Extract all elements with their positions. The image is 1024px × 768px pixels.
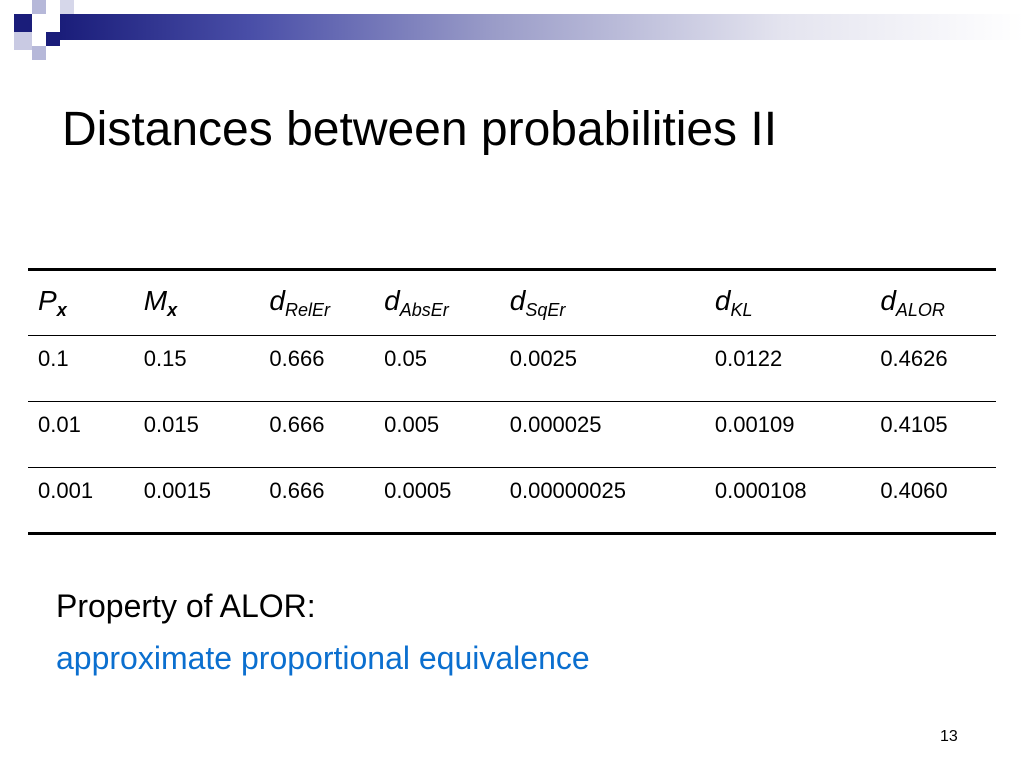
table-cell: 0.15	[133, 335, 260, 402]
header-mx: Mx	[133, 269, 260, 336]
table-cell: 0.0005	[384, 478, 452, 503]
header-d-abserr: dAbsEr	[374, 269, 500, 336]
table-cell: 0.666	[259, 401, 375, 468]
header-d-relerr: dRelEr	[259, 269, 375, 336]
property-value: approximate proportional equivalence	[56, 640, 590, 676]
table-row: 0.01 0.015 0.666 0.005 0.000025 0.00109 …	[28, 401, 996, 468]
table-cell: 0.015	[133, 401, 260, 468]
table-cell: 0.666	[259, 335, 375, 402]
property-label: Property of ALOR:	[56, 588, 316, 624]
table-header-row: Px Mx dRelEr dAbsEr dSqEr dKL dALOR	[28, 269, 996, 336]
table-cell: 0.00000025	[509, 478, 626, 503]
table-cell: 0.0015	[143, 478, 212, 503]
table-cell: 0.000025	[499, 401, 705, 468]
decor-square-dark-2	[46, 32, 60, 46]
table-cell: 0.1	[28, 335, 134, 402]
header-px: Px	[28, 269, 134, 336]
table-cell: 0.4626	[870, 335, 996, 402]
header-d-kl: dKL	[704, 269, 871, 336]
distances-table: Px Mx dRelEr dAbsEr dSqEr dKL dALOR 0.1 …	[28, 268, 996, 535]
decor-square-dark-1	[14, 14, 32, 32]
header-d-sqerr: dSqEr	[499, 269, 705, 336]
table-cell: 0.00109	[704, 401, 871, 468]
page-number: 13	[940, 728, 958, 745]
decor-square-light-4	[32, 46, 46, 60]
decor-title-bar	[60, 14, 1024, 40]
table-cell: 0.000108	[714, 478, 807, 503]
table-row: 0.1 0.15 0.666 0.05 0.0025 0.0122 0.4626	[28, 335, 996, 402]
table-cell: 0.05	[374, 335, 500, 402]
table-cell: 0.4105	[870, 401, 996, 468]
slide-title: Distances between probabilities II	[62, 103, 778, 156]
table-cell: 0.001	[38, 478, 94, 503]
table-cell: 0.4060	[880, 478, 948, 503]
table-cell: 0.666	[269, 478, 325, 503]
table-row: 0.001 0.0015 0.666 0.0005 0.00000025 0.0…	[28, 468, 996, 534]
table-cell: 0.005	[374, 401, 500, 468]
table-cell: 0.0122	[704, 335, 871, 402]
header-d-alor: dALOR	[870, 269, 996, 336]
decor-square-light-3	[14, 32, 32, 50]
decor-square-light-2	[60, 0, 74, 14]
table-cell: 0.0025	[499, 335, 705, 402]
decor-square-light-1	[32, 0, 46, 14]
table-cell: 0.01	[28, 401, 134, 468]
